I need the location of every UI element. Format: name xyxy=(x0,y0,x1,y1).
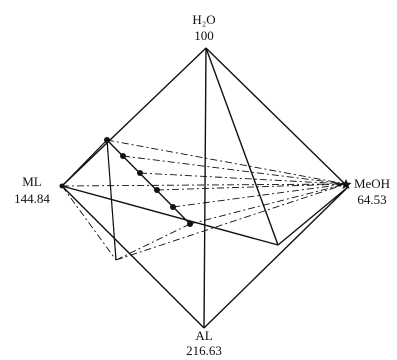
edge-top-bottom xyxy=(203,47,207,329)
tie-lines xyxy=(61,139,347,261)
boundary-point xyxy=(170,204,176,210)
boundary-point xyxy=(187,221,193,227)
vertex-point-right-star xyxy=(340,179,352,189)
vertex-bottom-temp: 216.63 xyxy=(186,343,222,358)
tie-line xyxy=(115,183,347,261)
edge-top-inner xyxy=(205,47,279,246)
boundary-lines xyxy=(61,139,191,261)
boundary-point xyxy=(120,153,126,159)
boundary-point xyxy=(137,170,143,176)
edge-top-left xyxy=(61,47,207,187)
vertex-bottom-name: AL xyxy=(195,328,212,343)
vertex-point-left xyxy=(59,183,65,189)
tetrahedron-edges xyxy=(61,47,349,329)
vertex-right-temp: 64.53 xyxy=(357,192,386,207)
tie-line xyxy=(189,183,347,225)
tie-line xyxy=(172,183,347,208)
edge-left-inner xyxy=(61,185,279,246)
edge-left-bottom xyxy=(61,185,205,329)
edge-top-right xyxy=(205,47,349,188)
tie-line xyxy=(106,139,347,185)
tie-line xyxy=(122,155,347,185)
tie-line xyxy=(106,139,117,261)
boundary-point xyxy=(154,187,160,193)
tie-line xyxy=(61,139,108,187)
tie-line xyxy=(139,172,347,185)
boundary-points xyxy=(104,137,193,227)
vertex-right-name: MeOH xyxy=(354,176,390,191)
boundary-point xyxy=(104,137,110,143)
tie-line xyxy=(61,185,117,261)
vertex-top-temp: 100 xyxy=(194,28,214,43)
tie-line xyxy=(61,183,347,187)
vertex-left-temp: 144.84 xyxy=(14,191,50,206)
vertex-left-name: ML xyxy=(22,174,42,189)
edge-right-inner xyxy=(277,186,349,246)
vertex-top-name: H₂O xyxy=(192,12,215,27)
edge-right-bottom xyxy=(203,186,349,329)
tie-line xyxy=(156,183,347,191)
tie-line xyxy=(115,223,191,261)
